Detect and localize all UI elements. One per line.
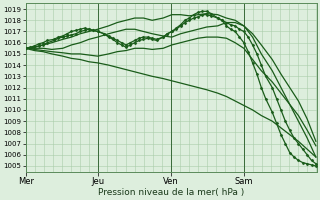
- X-axis label: Pression niveau de la mer( hPa ): Pression niveau de la mer( hPa ): [98, 188, 244, 197]
